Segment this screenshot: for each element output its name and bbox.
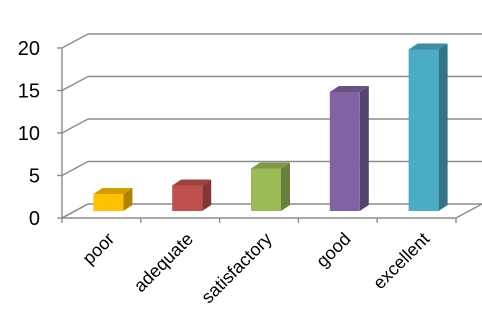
bar-excellent	[408, 43, 448, 211]
gridline-side	[61, 75, 89, 92]
bar-adequate	[172, 179, 212, 211]
bar-top	[93, 188, 133, 194]
bar-top	[329, 86, 369, 92]
y-tick-label: 0	[29, 208, 40, 230]
bar-poor	[93, 188, 133, 211]
chart-floor	[61, 203, 482, 219]
y-tick-label: 10	[18, 123, 40, 145]
x-tick-label: excellent	[369, 229, 433, 293]
bar-series	[93, 43, 448, 211]
bar-top	[408, 43, 448, 50]
bar-side	[123, 188, 133, 211]
x-tick-label: good	[312, 229, 354, 271]
gridline-side	[61, 118, 89, 134]
y-tick-label: 15	[18, 81, 40, 103]
bar-front	[329, 92, 360, 211]
x-tick-label: satisfactory	[197, 229, 276, 308]
bar-front	[93, 194, 124, 211]
bar-front	[408, 49, 439, 211]
bar-front	[172, 185, 203, 211]
gridline-side	[61, 160, 89, 177]
y-axis: 0 5 10 15 20	[18, 38, 63, 230]
y-tick-label: 5	[29, 166, 40, 188]
x-tick-label: adequate	[130, 229, 197, 296]
bar-top	[172, 179, 212, 186]
gridline-side	[61, 33, 89, 49]
bar-good	[329, 86, 369, 211]
bar-satisfactory	[251, 162, 290, 211]
bar-side	[281, 162, 290, 211]
bar-front	[251, 168, 281, 211]
bar-side	[359, 86, 369, 211]
bar-side	[202, 179, 212, 211]
x-tick-label: poor	[79, 229, 119, 269]
y-tick-label: 20	[18, 38, 40, 60]
bar-side	[438, 43, 448, 211]
x-axis: poor adequate satisfactory good excellent	[61, 218, 457, 308]
bar-top	[251, 162, 290, 169]
